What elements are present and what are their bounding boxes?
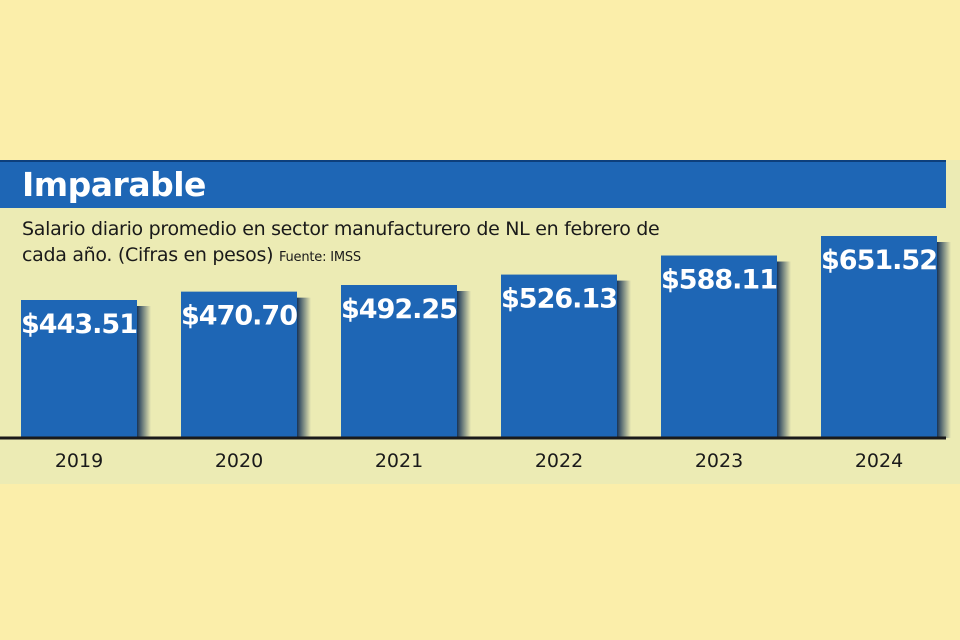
bar-2020 [181, 291, 297, 438]
bars [21, 236, 937, 438]
title-bar: Imparable [0, 160, 946, 208]
bar-shadow [617, 280, 631, 438]
chart-panel: Imparable Salario diario promedio en sec… [0, 160, 960, 484]
tick-label-2023: 2023 [695, 450, 743, 472]
data-label-2021: $492.25 [341, 294, 457, 325]
data-label-2023: $588.11 [661, 265, 777, 296]
bar-2019 [21, 300, 137, 438]
data-label-2019: $443.51 [21, 309, 137, 340]
bar-shadows [137, 242, 951, 438]
bar-2023 [661, 255, 777, 438]
bar-shadow [937, 242, 951, 438]
chart-title: Imparable [22, 165, 206, 204]
tick-label-2020: 2020 [215, 450, 263, 472]
bar-labels: $443.51 $470.70 $492.25 $526.13 $588.11 $651.… [21, 245, 938, 340]
tick-label-2019: 2019 [55, 450, 103, 472]
bar-shadow [297, 297, 311, 438]
tick-label-2022: 2022 [535, 450, 583, 472]
bar-2024 [821, 236, 937, 438]
tick-label-2024: 2024 [855, 450, 903, 472]
x-ticks: 2019 2020 2021 2022 2023 2024 [55, 450, 903, 472]
bar-2021 [341, 285, 457, 438]
data-label-2022: $526.13 [501, 284, 617, 315]
bar-shadow [457, 291, 471, 438]
chart-subtitle: Salario diario promedio en sector manufa… [22, 216, 682, 271]
bar-2022 [501, 274, 617, 438]
bar-shadow [137, 306, 151, 438]
data-label-2020: $470.70 [181, 301, 297, 332]
tick-label-2021: 2021 [375, 450, 423, 472]
data-label-2024: $651.52 [821, 245, 937, 276]
source-note: Fuente: IMSS [278, 250, 361, 265]
bar-shadow [777, 261, 791, 438]
subtitle-text: Salario diario promedio en sector manufa… [22, 218, 660, 266]
